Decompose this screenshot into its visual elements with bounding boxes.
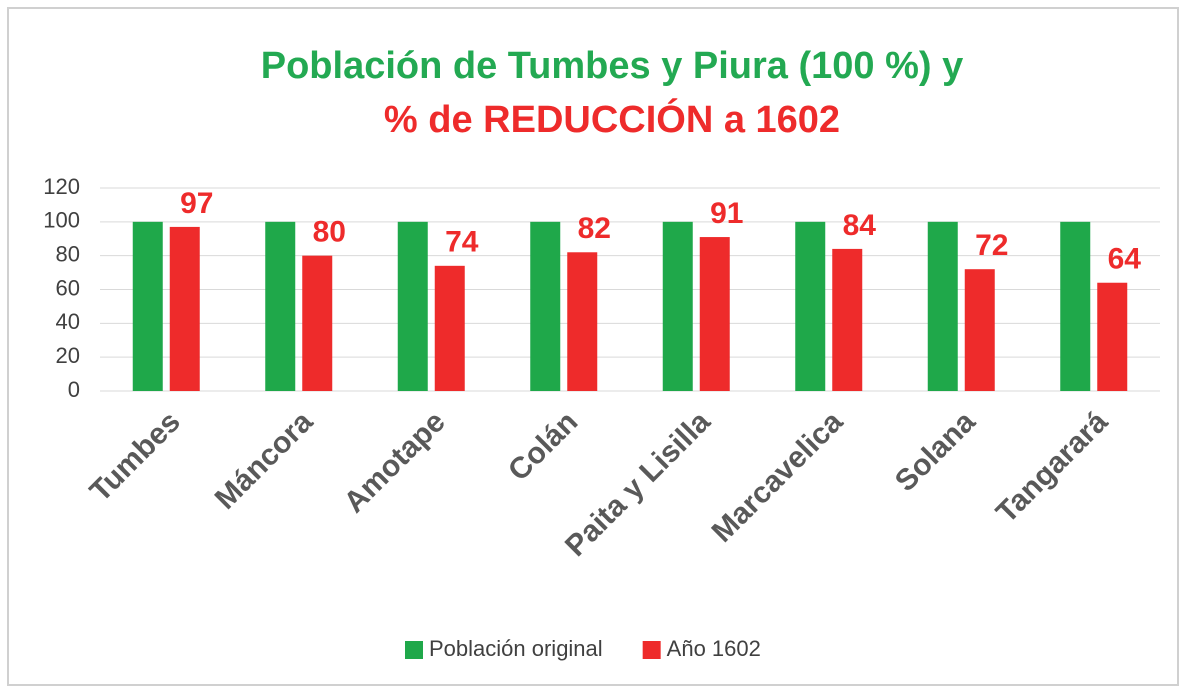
data-label: 97 <box>180 187 213 220</box>
data-label: 80 <box>313 216 346 249</box>
chart-title: Población de Tumbes y Piura (100 %) y <box>261 45 964 87</box>
data-label: 84 <box>843 209 877 242</box>
legend-label: Año 1602 <box>667 636 761 661</box>
y-tick-label: 120 <box>43 174 80 199</box>
legend-label: Población original <box>429 636 603 661</box>
y-tick-label: 20 <box>56 343 80 368</box>
data-label: 72 <box>975 229 1008 262</box>
bar <box>434 265 465 391</box>
data-label: 82 <box>578 212 611 245</box>
bar <box>927 221 958 391</box>
data-label: 64 <box>1108 243 1142 276</box>
bar <box>1060 221 1091 391</box>
bar <box>662 221 693 391</box>
legend-swatch <box>642 641 661 659</box>
bar <box>397 221 428 391</box>
chart-title: % de REDUCCIÓN a 1602 <box>384 97 840 141</box>
data-label: 91 <box>710 197 743 230</box>
bar <box>265 221 296 391</box>
bar <box>567 252 598 391</box>
legend-swatch <box>405 641 423 659</box>
data-label: 74 <box>445 226 479 259</box>
bar <box>964 269 995 391</box>
y-tick-label: 60 <box>56 275 80 300</box>
bar <box>795 221 826 391</box>
y-tick-label: 40 <box>56 309 80 334</box>
y-tick-label: 100 <box>43 208 80 233</box>
bar <box>169 226 200 391</box>
bar <box>832 248 863 391</box>
y-tick-label: 0 <box>68 377 80 402</box>
bar <box>530 221 561 391</box>
bar <box>302 255 333 391</box>
bar <box>132 221 163 391</box>
bar <box>699 237 730 391</box>
y-tick-label: 80 <box>56 241 80 266</box>
bar <box>1097 282 1128 391</box>
